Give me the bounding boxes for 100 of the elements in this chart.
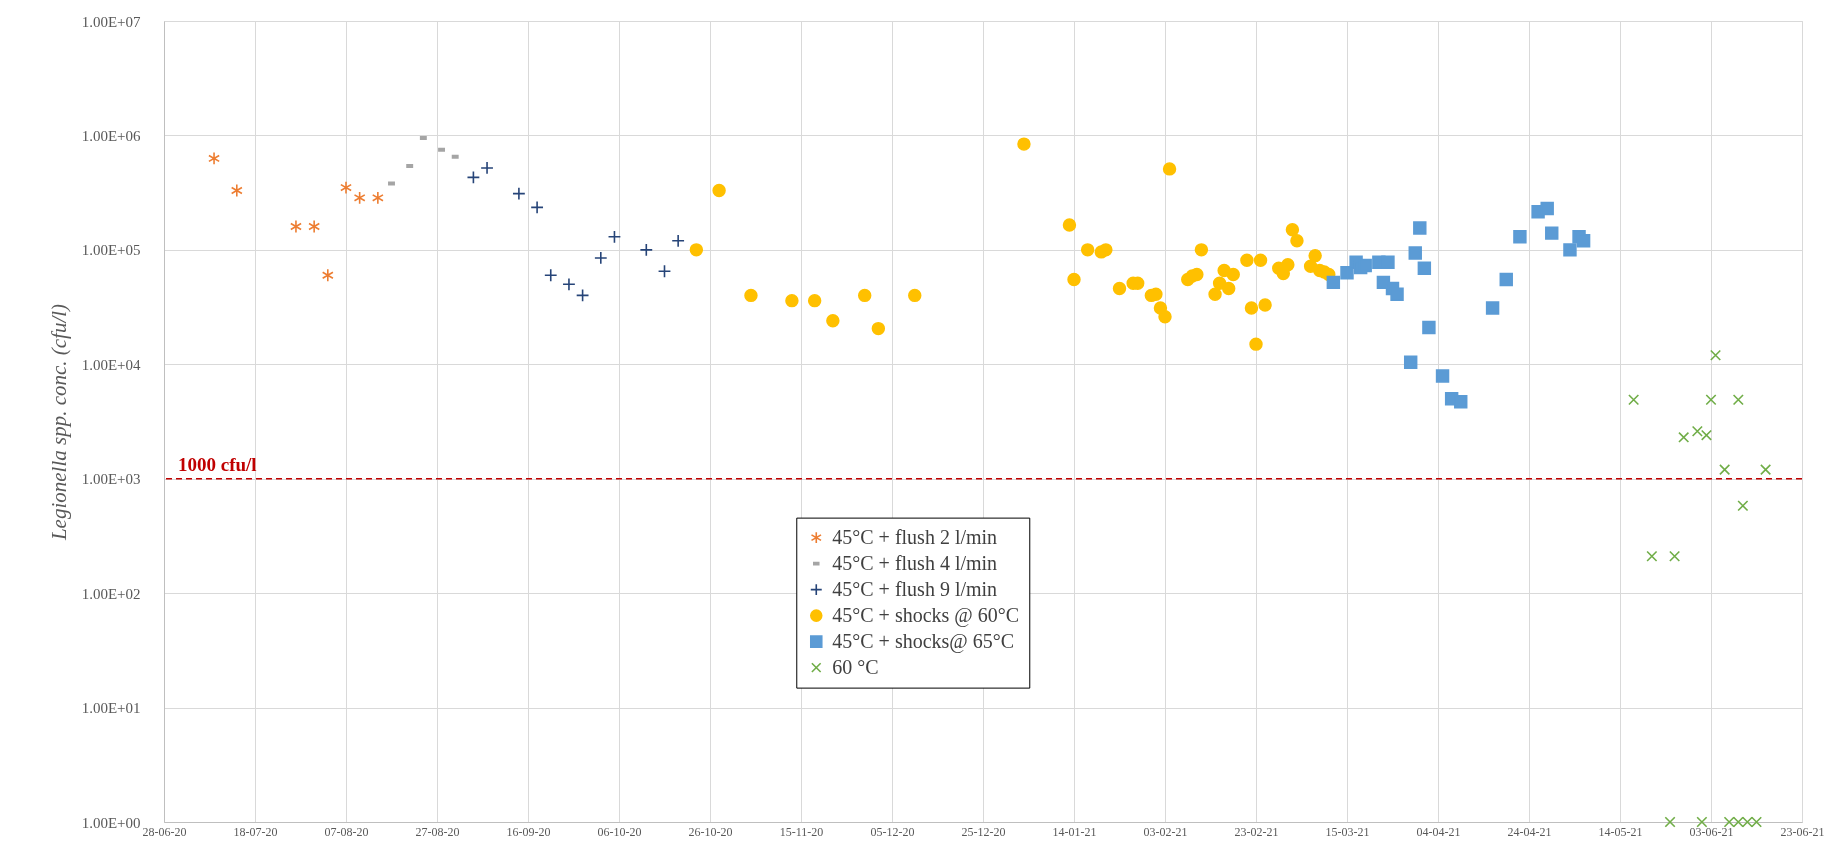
point <box>1158 310 1172 324</box>
point <box>1080 243 1095 257</box>
point <box>712 183 726 198</box>
point <box>1208 287 1222 301</box>
point <box>1112 281 1127 296</box>
point <box>1308 248 1322 263</box>
point <box>607 230 622 244</box>
ref-line-label: 1000 cfu/l <box>178 453 257 475</box>
point <box>1705 394 1717 406</box>
point <box>1413 221 1427 235</box>
point <box>1190 267 1204 282</box>
point <box>1628 394 1640 406</box>
x-tick-label: 03-06-21 <box>1689 824 1734 839</box>
point <box>1737 500 1749 512</box>
point <box>562 277 576 292</box>
point <box>1435 369 1450 383</box>
point <box>1340 266 1354 280</box>
point <box>1244 301 1259 315</box>
point <box>1719 464 1731 476</box>
point <box>353 191 366 205</box>
point <box>1285 223 1300 237</box>
x-tick-label: 15-03-21 <box>1325 824 1370 839</box>
x-tick-label: 14-01-21 <box>1052 824 1097 839</box>
point <box>871 321 886 336</box>
point <box>1240 253 1254 268</box>
point <box>1390 287 1404 301</box>
legend-label: 45°C + flush 9 l/min <box>832 577 998 600</box>
point <box>1099 243 1113 257</box>
point <box>807 293 822 308</box>
point <box>575 288 590 303</box>
point <box>671 234 685 248</box>
x-tick-label: 16-09-20 <box>506 824 551 839</box>
y-tick-label: 1.00E+00 <box>81 814 141 831</box>
point <box>1646 550 1658 562</box>
point <box>530 200 544 215</box>
point <box>857 288 872 303</box>
point <box>1290 234 1304 248</box>
x-tick-label: 28-06-20 <box>142 824 187 839</box>
y-tick-label: 1.00E+05 <box>81 242 141 259</box>
point <box>1664 816 1676 828</box>
point <box>1545 226 1559 240</box>
point <box>1194 243 1209 257</box>
y-tick-label: 1.00E+03 <box>81 471 141 488</box>
x-tick-label: 04-04-21 <box>1416 824 1461 839</box>
x-tick-label: 26-10-20 <box>688 824 733 839</box>
point <box>908 288 922 303</box>
x-tick-label: 18-07-20 <box>233 824 278 839</box>
legend-label: 45°C + flush 4 l/min <box>832 551 998 574</box>
y-tick-label: 1.00E+04 <box>81 356 141 373</box>
point <box>1017 137 1031 151</box>
legend-label: 45°C + shocks @ 60°C <box>832 603 1020 627</box>
point <box>1563 243 1577 257</box>
x-tick-label: 05-12-20 <box>870 824 915 839</box>
legend-label: 45°C + flush 2 l/min <box>832 525 998 548</box>
point <box>1258 298 1272 312</box>
point <box>1221 281 1236 296</box>
x-tick-label: 25-12-20 <box>961 824 1006 839</box>
point <box>1732 394 1744 406</box>
x-tick-label: 23-02-21 <box>1234 824 1279 839</box>
point <box>1485 301 1500 315</box>
point <box>1576 234 1591 248</box>
point <box>689 243 704 257</box>
y-tick-label: 1.00E+02 <box>81 585 141 602</box>
x-tick-label: 07-08-20 <box>324 824 369 839</box>
point <box>1403 355 1418 370</box>
point <box>785 293 799 308</box>
y-axis-title: Legionella spp. conc. (cfu/l) <box>46 303 71 542</box>
point <box>1417 261 1432 276</box>
point <box>1062 218 1077 232</box>
point <box>1669 550 1681 562</box>
point <box>1067 272 1081 287</box>
point <box>744 288 758 303</box>
y-tick-label: 1.00E+06 <box>81 127 141 144</box>
point <box>544 268 558 282</box>
point <box>1513 230 1527 244</box>
point <box>1253 253 1268 268</box>
x-tick-label: 23-06-21 <box>1780 824 1825 839</box>
point <box>290 219 302 234</box>
x-tick-label: 27-08-20 <box>415 824 460 839</box>
point <box>1696 816 1708 828</box>
x-tick-label: 24-04-21 <box>1507 824 1552 839</box>
x-tick-label: 06-10-20 <box>597 824 642 839</box>
point <box>1226 267 1240 282</box>
point <box>826 314 840 328</box>
point <box>1700 429 1712 441</box>
point <box>308 219 321 234</box>
point <box>466 170 481 185</box>
point <box>480 161 494 175</box>
point <box>1678 431 1690 443</box>
y-tick-label: 1.00E+07 <box>81 13 141 30</box>
point <box>321 268 334 282</box>
point <box>1408 246 1422 260</box>
point <box>1422 320 1436 335</box>
legend-label: 45°C + shocks@ 65°C <box>832 629 1015 653</box>
legend-label: 60 °C <box>832 655 879 678</box>
point <box>1710 349 1722 361</box>
point <box>1691 425 1703 437</box>
x-tick-label: 15-11-20 <box>779 824 824 839</box>
point <box>1326 275 1341 290</box>
x-tick-label: 14-05-21 <box>1598 824 1643 839</box>
